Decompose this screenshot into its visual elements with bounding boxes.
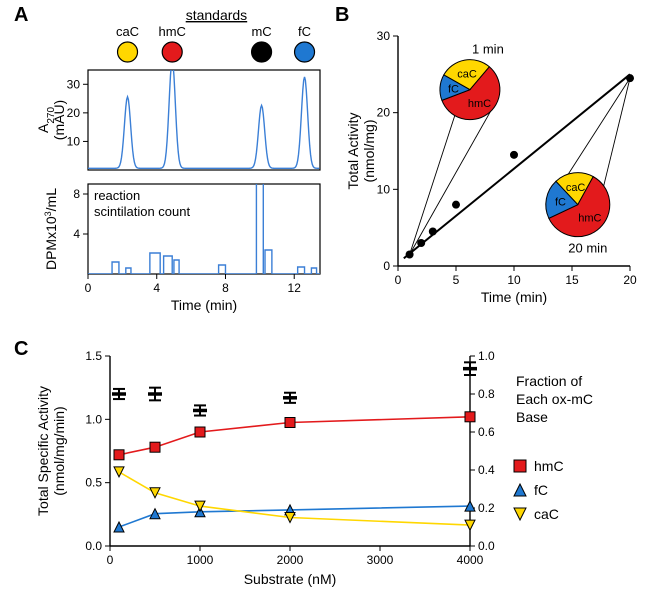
series-line-fC [119,506,470,527]
svg-text:12: 12 [288,281,302,295]
panel-b-point [452,201,460,209]
panel-b-chart: 0 5 10 15 20 0 10 20 30 Total Activity(nmol/mg) Ti… [340,6,645,326]
svg-text:fC: fC [448,83,459,95]
svg-text:hmC: hmC [468,98,491,110]
marker-circle-fC [295,42,315,62]
svg-text:20: 20 [377,106,391,120]
marker-label-mC: mC [251,24,271,39]
svg-text:0.0: 0.0 [478,539,495,553]
svg-text:5: 5 [453,273,460,287]
marker-label-caC: caC [116,24,139,39]
svg-text:30: 30 [67,77,81,91]
marker-circle-hmC [162,42,182,62]
panel-c-chart: 010002000300040000.00.51.01.50.00.20.40.… [20,336,640,596]
panel-c-ylabel-left-1: Total Specific Activity [35,386,51,516]
svg-text:3000: 3000 [367,553,394,567]
series-line-caC [119,472,470,525]
panel-a-chart: standardscaChmCmCfC102030A270(mAU)480481… [20,6,330,326]
marker-label-fC: fC [298,24,311,39]
panel-a-top-frame [88,70,320,170]
svg-text:0.0: 0.0 [85,539,102,553]
svg-text:0: 0 [395,273,402,287]
svg-text:0: 0 [383,259,390,273]
legend-label-caC: caC [534,506,559,522]
panel-a-note1: reaction [94,188,140,203]
marker-label-hmC: hmC [158,24,185,39]
panel-a-note2: scintilation count [94,204,190,219]
svg-text:30: 30 [377,29,391,43]
svg-text:8: 8 [73,187,80,201]
svg-text:caC: caC [566,182,586,194]
svg-text:10: 10 [507,273,521,287]
svg-text:4: 4 [73,227,80,241]
svg-text:20: 20 [67,106,81,120]
svg-text:0.2: 0.2 [478,501,495,515]
svg-text:4000: 4000 [457,553,484,567]
panel-b-point [417,239,425,247]
pie2-label: 20 min [568,241,607,256]
svg-text:0.6: 0.6 [478,425,495,439]
svg-text:4: 4 [153,281,160,295]
legend-label-fC: fC [534,482,548,498]
legend-label-hmC: hmC [534,458,564,474]
panel-b-ylabel-1: Total Activity [345,112,361,189]
svg-text:0.4: 0.4 [478,463,495,477]
panel-c-ylabel-right-1: Fraction of [516,373,582,389]
panel-b-xlabel: Time (min) [481,289,547,305]
svg-text:1.0: 1.0 [478,349,495,363]
panel-c-ylabel-right-2: Each ox-mC [516,391,593,407]
panel-a-bottom-ylabel: DPMx103/mL [43,188,59,270]
marker-circle-caC [118,42,138,62]
svg-text:10: 10 [377,182,391,196]
panel-a-xlabel: Time (min) [171,297,237,313]
panel-b-point [510,151,518,159]
svg-text:1.5: 1.5 [85,349,102,363]
svg-text:0: 0 [85,281,92,295]
svg-text:8: 8 [222,281,229,295]
panel-a-top-ylabel-unit: (mAU) [51,100,67,140]
svg-text:1.0: 1.0 [85,412,102,426]
standards-title: standards [186,7,247,23]
panel-c-xlabel: Substrate (nM) [244,571,337,587]
figure: A B C standardscaChmCmCfC102030A270(mAU)… [0,0,647,596]
svg-text:fC: fC [555,196,566,208]
svg-text:10: 10 [67,134,81,148]
svg-text:2000: 2000 [277,553,304,567]
svg-text:0.5: 0.5 [85,476,102,490]
svg-text:20: 20 [623,273,637,287]
svg-text:0: 0 [107,553,114,567]
panel-b-point [429,228,437,236]
panel-c-ylabel-right-3: Base [516,409,548,425]
panel-c-ylabel-left-2: (nmol/mg/min) [51,406,67,495]
svg-text:1000: 1000 [187,553,214,567]
marker-circle-mC [252,42,272,62]
chromatogram-trace [88,65,319,168]
panel-b-ylabel-2: (nmol/mg) [361,119,377,182]
pie1-label: 1 min [472,42,504,57]
svg-text:hmC: hmC [578,212,601,224]
svg-text:0.8: 0.8 [478,387,495,401]
svg-text:15: 15 [565,273,579,287]
svg-text:caC: caC [457,68,477,80]
